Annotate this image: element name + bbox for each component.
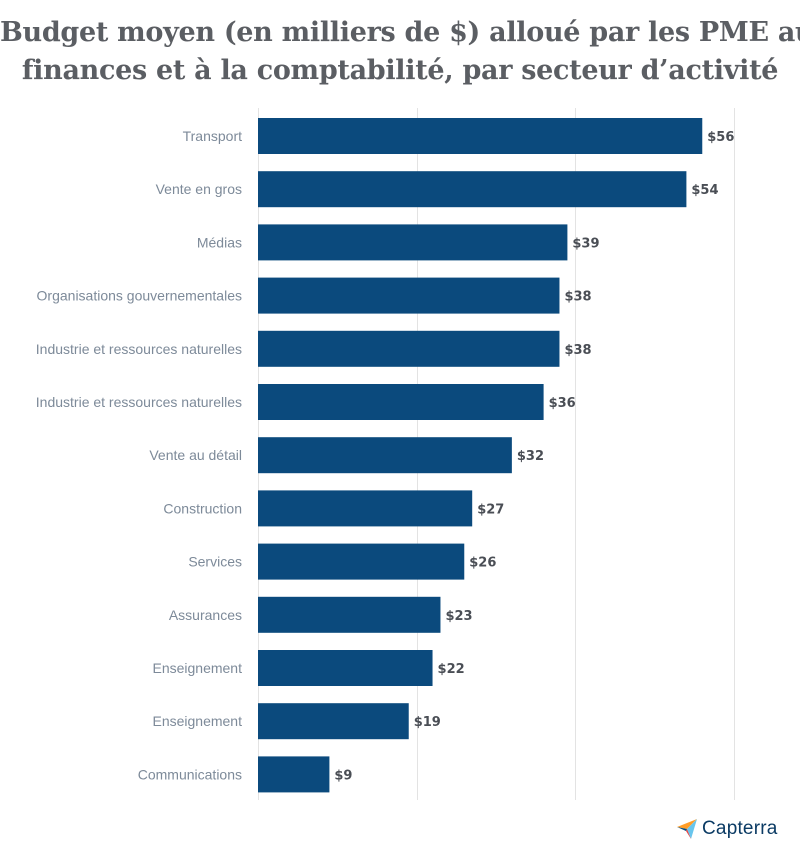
bar-3 [258,277,560,314]
chart-title: Budget moyen (en milliers de $) alloué p… [0,14,800,90]
bar-8 [258,543,465,580]
value-label-11: $19 [414,715,441,730]
category-label-9: Assurances [169,607,242,623]
bar-0 [258,118,703,154]
capterra-arrow-icon [677,819,697,839]
bar-11 [258,703,409,740]
value-label-3: $38 [564,290,591,305]
bar-9 [258,596,441,633]
category-label-6: Vente au détail [149,447,242,463]
value-label-1: $54 [691,183,718,198]
bar-5 [258,384,544,420]
category-label-2: Médias [197,234,242,250]
value-label-4: $38 [564,343,591,358]
chart-title-line-1: Budget moyen (en milliers de $) alloué p… [0,17,800,48]
value-label-7: $27 [477,502,504,517]
capterra-wordmark: Capterra [702,818,778,839]
category-label-11: Enseignement [152,713,242,729]
value-label-6: $32 [517,449,544,464]
category-label-5: Industrie et ressources naturelles [36,394,242,410]
category-label-8: Services [188,554,242,570]
bar-6 [258,437,512,474]
bar-1 [258,171,687,208]
value-label-10: $22 [438,662,465,677]
chart-title-line-2: finances et à la comptabilité, par secte… [21,55,779,86]
value-label-5: $36 [549,396,576,411]
bar-10 [258,650,433,686]
category-label-10: Enseignement [152,660,242,676]
category-label-4: Industrie et ressources naturelles [36,341,242,357]
value-label-8: $26 [469,556,496,571]
bar-12 [258,756,330,793]
value-label-2: $39 [572,236,599,251]
bar-2 [258,224,568,261]
value-label-12: $9 [334,768,352,783]
category-label-3: Organisations gouvernementales [37,288,242,304]
bar-4 [258,330,560,367]
capterra-logo: Capterra [676,818,778,840]
category-label-1: Vente en gros [156,181,242,197]
value-label-0: $56 [707,130,734,145]
category-label-12: Communications [138,766,242,782]
category-label-7: Construction [163,500,242,516]
category-label-0: Transport [183,128,243,144]
value-label-9: $23 [445,609,472,624]
bar-7 [258,490,473,527]
